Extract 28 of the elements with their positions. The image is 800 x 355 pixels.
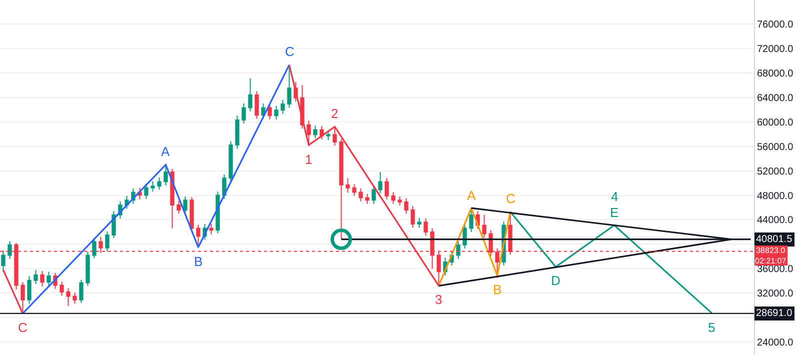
y-tick-label: 44000.0 xyxy=(757,215,794,226)
annotation: 2 xyxy=(331,106,338,121)
annotation: C xyxy=(285,44,294,59)
ref-line-label: 38823.0 02:21:07 xyxy=(755,246,787,266)
annotation: 3 xyxy=(435,292,442,307)
y-tick-label: 72000.0 xyxy=(757,44,794,55)
annotation: B xyxy=(493,282,502,297)
y-tick-label: 68000.0 xyxy=(757,68,794,80)
annotation: 1 xyxy=(305,152,312,167)
y-tick-label: 24000.0 xyxy=(757,338,794,349)
annotation: E xyxy=(610,205,619,220)
annotation: A xyxy=(467,188,476,203)
annotation: D xyxy=(551,273,560,288)
annotation: C xyxy=(506,191,516,206)
y-tick-label: 76000.0 xyxy=(757,19,794,30)
y-tick-label: 32000.0 xyxy=(757,288,794,300)
y-tick-label: 48000.0 xyxy=(757,190,794,202)
y-tick-label: 60000.0 xyxy=(757,117,794,128)
annotation: B xyxy=(194,254,203,269)
annotation: C xyxy=(18,320,28,335)
y-tick-label: 56000.0 xyxy=(757,142,794,153)
y-tick-label: 52000.0 xyxy=(757,166,794,178)
annotation: 4 xyxy=(611,189,618,204)
annotation: 5 xyxy=(708,320,716,335)
annotation: A xyxy=(161,144,170,159)
ref-line-label: 28691.0 xyxy=(756,308,793,319)
series-label: 40801.5 xyxy=(756,234,793,245)
y-tick-label: 64000.0 xyxy=(757,92,794,104)
